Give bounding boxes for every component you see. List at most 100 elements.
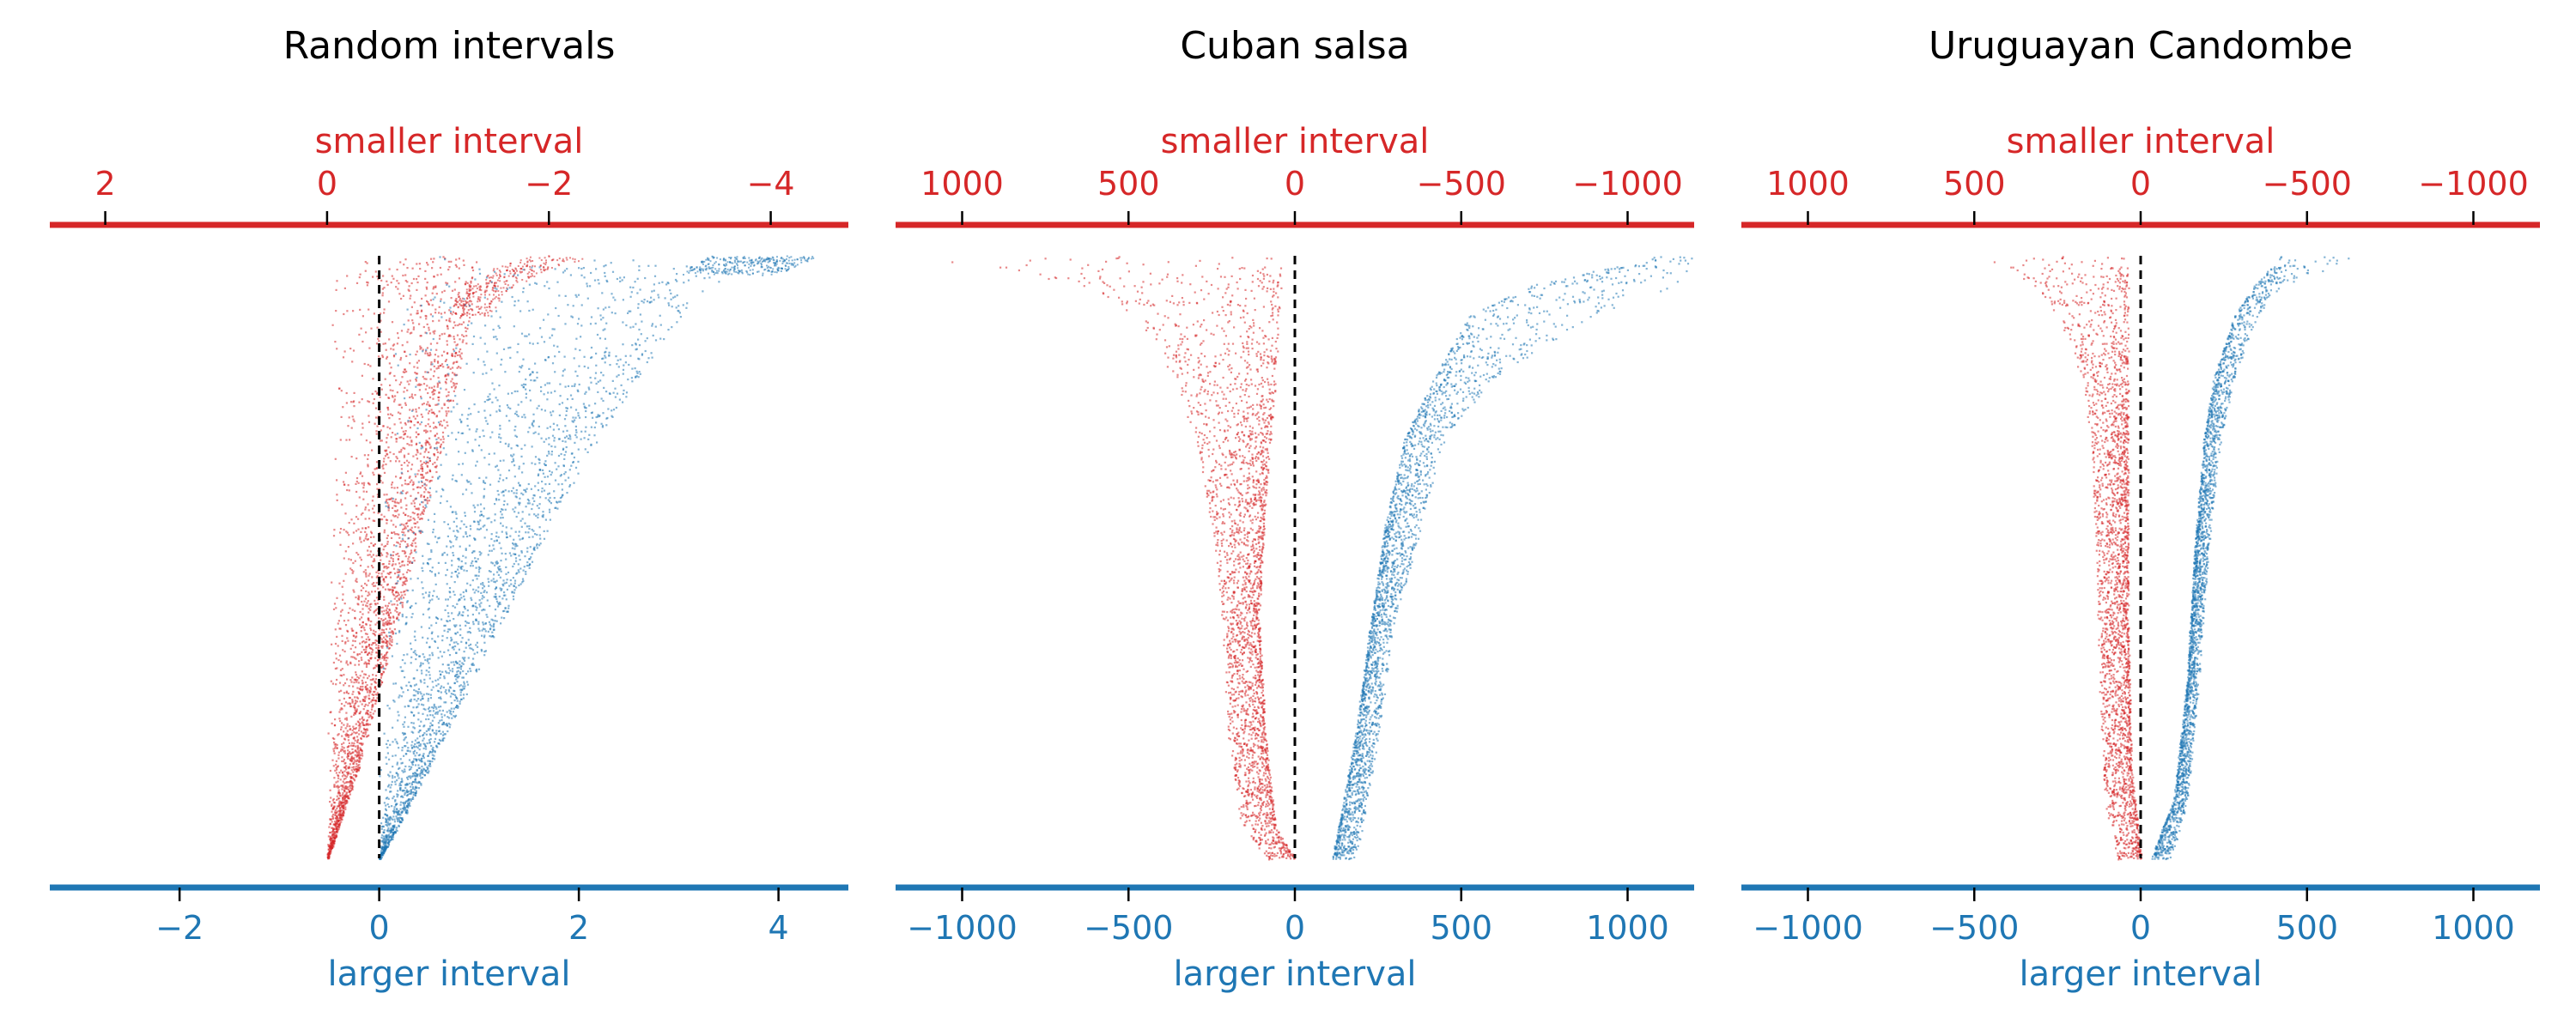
data-point — [364, 518, 367, 520]
data-point — [396, 742, 398, 745]
data-point — [644, 276, 647, 280]
data-point — [526, 502, 529, 505]
data-point — [341, 609, 343, 611]
data-point — [465, 693, 468, 695]
data-point — [392, 810, 396, 813]
data-point — [431, 757, 434, 760]
data-point — [465, 314, 468, 317]
data-point — [380, 552, 382, 554]
data-point — [434, 573, 436, 575]
data-point — [394, 682, 398, 685]
data-point — [448, 266, 451, 269]
data-point — [534, 282, 537, 284]
data-point — [392, 554, 394, 557]
data-point — [406, 778, 410, 780]
data-point — [393, 700, 396, 703]
data-point — [425, 484, 428, 487]
data-point — [381, 657, 384, 659]
data-point — [507, 607, 510, 609]
data-point — [455, 304, 458, 306]
data-point — [340, 812, 343, 815]
data-point — [401, 602, 404, 604]
data-point — [528, 271, 531, 274]
data-point — [342, 802, 344, 804]
data-point — [363, 600, 366, 603]
data-point — [497, 290, 500, 293]
data-point — [364, 697, 367, 700]
data-point — [520, 367, 523, 369]
data-point — [447, 663, 449, 666]
data-point — [426, 742, 428, 745]
data-point — [487, 396, 489, 398]
data-point — [368, 689, 371, 692]
data-point — [349, 439, 351, 441]
data-point — [515, 268, 518, 270]
data-point — [483, 507, 485, 510]
data-point — [434, 403, 437, 406]
data-point — [485, 309, 488, 312]
data-point — [386, 835, 388, 838]
data-point — [437, 683, 440, 686]
data-point — [361, 645, 364, 648]
data-point — [404, 492, 407, 494]
data-point — [402, 723, 404, 726]
data-point — [514, 495, 517, 498]
data-point — [380, 513, 383, 516]
data-point — [544, 476, 546, 478]
data-point — [538, 462, 541, 464]
data-point — [483, 628, 486, 631]
data-point — [367, 454, 370, 457]
data-point — [473, 285, 475, 288]
data-point — [513, 274, 515, 276]
data-point — [432, 390, 434, 393]
data-point — [450, 297, 453, 300]
data-point — [548, 255, 550, 258]
data-point — [423, 732, 426, 735]
data-point — [480, 648, 483, 651]
data-point — [355, 477, 359, 480]
data-point — [338, 820, 341, 822]
data-point — [483, 585, 486, 588]
data-point — [356, 603, 359, 605]
data-point — [346, 488, 349, 492]
data-point — [368, 483, 371, 486]
data-point — [397, 719, 399, 722]
data-point — [459, 354, 461, 356]
data-point — [406, 601, 409, 603]
data-point — [454, 264, 457, 266]
data-point — [469, 667, 471, 670]
data-point — [477, 312, 479, 313]
data-point — [476, 306, 478, 308]
data-point — [530, 556, 532, 559]
data-point — [515, 277, 518, 280]
data-point — [430, 363, 433, 366]
data-point — [431, 267, 434, 270]
data-point — [619, 276, 622, 279]
data-point — [431, 706, 434, 709]
data-point — [428, 396, 432, 399]
data-point — [355, 516, 358, 518]
data-point — [550, 502, 552, 505]
data-point — [501, 588, 503, 591]
data-point — [640, 333, 642, 336]
data-point — [331, 827, 334, 829]
data-point — [389, 384, 392, 386]
data-point — [471, 649, 475, 651]
data-point — [403, 527, 405, 530]
data-point — [429, 354, 432, 356]
data-point — [604, 354, 606, 357]
data-point — [382, 624, 385, 627]
data-point — [528, 536, 531, 538]
data-point — [408, 444, 410, 446]
data-point — [513, 543, 515, 546]
data-point — [396, 457, 398, 460]
data-point — [425, 286, 428, 288]
data-point — [397, 552, 399, 555]
data-point — [470, 643, 472, 645]
data-point — [331, 759, 334, 761]
data-point — [336, 348, 338, 350]
data-point — [554, 479, 557, 482]
data-point — [364, 733, 367, 736]
data-point — [465, 621, 468, 624]
data-point — [428, 481, 431, 483]
